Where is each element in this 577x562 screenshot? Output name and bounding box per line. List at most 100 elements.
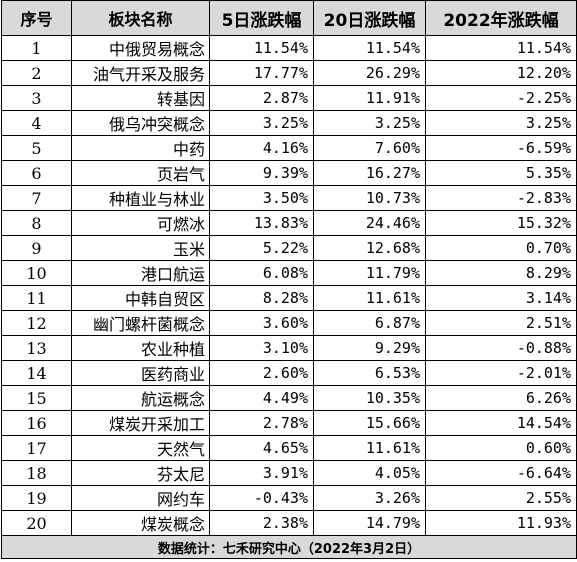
cell-index: 1 (1, 35, 72, 61)
cell-2022-change: 14.54% (425, 410, 577, 436)
cell-20day-change: 15.66% (313, 410, 426, 436)
cell-5day-change: 2.38% (209, 510, 314, 536)
cell-2022-change: 12.20% (425, 60, 577, 86)
cell-20day-change: 24.46% (313, 210, 426, 236)
cell-20day-change: 11.91% (313, 85, 426, 111)
cell-index: 11 (1, 285, 72, 311)
cell-index: 17 (1, 435, 72, 461)
cell-5day-change: 5.22% (209, 235, 314, 261)
cell-2022-change: 11.54% (425, 35, 577, 61)
cell-index: 9 (1, 235, 72, 261)
cell-20day-change: 10.73% (313, 185, 426, 211)
cell-index: 13 (1, 335, 72, 361)
table-row: 8 可燃冰 13.83% 24.46% 15.32% (1, 210, 577, 236)
table-row: 5 中药 4.16% 7.60% -6.59% (1, 135, 577, 161)
cell-20day-change: 11.61% (313, 435, 426, 461)
cell-20day-change: 9.29% (313, 335, 426, 361)
table-row: 20 煤炭概念 2.38% 14.79% 11.93% (1, 510, 577, 536)
cell-20day-change: 26.29% (313, 60, 426, 86)
cell-5day-change: 2.60% (209, 360, 314, 386)
cell-sector-name: 幽门螺杆菌概念 (71, 310, 210, 336)
cell-5day-change: 2.78% (209, 410, 314, 436)
cell-sector-name: 天然气 (71, 435, 210, 461)
cell-2022-change: 0.60% (425, 435, 577, 461)
table-row: 16 煤炭开采加工 2.78% 15.66% 14.54% (1, 410, 577, 436)
cell-20day-change: 3.26% (313, 485, 426, 511)
table-row: 11 中韩自贸区 8.28% 11.61% 3.14% (1, 285, 577, 311)
cell-2022-change: -6.64% (425, 460, 577, 486)
cell-index: 4 (1, 110, 72, 136)
cell-index: 7 (1, 185, 72, 211)
cell-5day-change: 6.08% (209, 260, 314, 286)
table-row: 10 港口航运 6.08% 11.79% 8.29% (1, 260, 577, 286)
table-row: 3 转基因 2.87% 11.91% -2.25% (1, 85, 577, 111)
cell-index: 5 (1, 135, 72, 161)
table-row: 13 农业种植 3.10% 9.29% -0.88% (1, 335, 577, 361)
cell-5day-change: 17.77% (209, 60, 314, 86)
cell-5day-change: 4.16% (209, 135, 314, 161)
cell-2022-change: -2.25% (425, 85, 577, 111)
cell-20day-change: 3.25% (313, 110, 426, 136)
cell-2022-change: 2.51% (425, 310, 577, 336)
data-source-note: 数据统计：七禾研究中心（2022年3月2日） (1, 535, 577, 559)
header-20day-change: 20日涨跌幅 (313, 0, 426, 36)
cell-index: 2 (1, 60, 72, 86)
cell-2022-change: 5.35% (425, 160, 577, 186)
header-5day-change: 5日涨跌幅 (209, 0, 314, 36)
table-body: 1 中俄贸易概念 11.54% 11.54% 11.54% 2 油气开采及服务 17.77% 2… (1, 35, 577, 536)
cell-2022-change: -2.01% (425, 360, 577, 386)
cell-sector-name: 转基因 (71, 85, 210, 111)
cell-sector-name: 航运概念 (71, 385, 210, 411)
table-row: 6 页岩气 9.39% 16.27% 5.35% (1, 160, 577, 186)
cell-5day-change: 13.83% (209, 210, 314, 236)
footer-row: 数据统计：七禾研究中心（2022年3月2日） (1, 535, 577, 559)
cell-5day-change: 11.54% (209, 35, 314, 61)
cell-sector-name: 网约车 (71, 485, 210, 511)
header-sector-name: 板块名称 (71, 0, 210, 36)
cell-5day-change: 3.91% (209, 460, 314, 486)
cell-2022-change: 3.14% (425, 285, 577, 311)
cell-sector-name: 种植业与林业 (71, 185, 210, 211)
cell-sector-name: 可燃冰 (71, 210, 210, 236)
cell-2022-change: 0.70% (425, 235, 577, 261)
cell-20day-change: 10.35% (313, 385, 426, 411)
cell-5day-change: 3.10% (209, 335, 314, 361)
cell-5day-change: 4.49% (209, 385, 314, 411)
cell-sector-name: 中俄贸易概念 (71, 35, 210, 61)
cell-2022-change: 11.93% (425, 510, 577, 536)
table-row: 18 芬太尼 3.91% 4.05% -6.64% (1, 460, 577, 486)
header-2022-change: 2022年涨跌幅 (425, 0, 577, 36)
cell-20day-change: 11.79% (313, 260, 426, 286)
cell-sector-name: 农业种植 (71, 335, 210, 361)
cell-5day-change: 4.65% (209, 435, 314, 461)
cell-5day-change: 3.25% (209, 110, 314, 136)
cell-sector-name: 中韩自贸区 (71, 285, 210, 311)
cell-index: 20 (1, 510, 72, 536)
table-row: 9 玉米 5.22% 12.68% 0.70% (1, 235, 577, 261)
cell-sector-name: 俄乌冲突概念 (71, 110, 210, 136)
cell-index: 12 (1, 310, 72, 336)
cell-20day-change: 6.87% (313, 310, 426, 336)
cell-index: 8 (1, 210, 72, 236)
table-row: 2 油气开采及服务 17.77% 26.29% 12.20% (1, 60, 577, 86)
cell-5day-change: 3.60% (209, 310, 314, 336)
table-row: 14 医药商业 2.60% 6.53% -2.01% (1, 360, 577, 386)
cell-index: 15 (1, 385, 72, 411)
cell-index: 16 (1, 410, 72, 436)
cell-20day-change: 14.79% (313, 510, 426, 536)
cell-index: 14 (1, 360, 72, 386)
cell-20day-change: 6.53% (313, 360, 426, 386)
cell-2022-change: -0.88% (425, 335, 577, 361)
cell-5day-change: 2.87% (209, 85, 314, 111)
cell-index: 18 (1, 460, 72, 486)
cell-20day-change: 12.68% (313, 235, 426, 261)
cell-index: 19 (1, 485, 72, 511)
table-row: 1 中俄贸易概念 11.54% 11.54% 11.54% (1, 35, 577, 61)
cell-5day-change: -0.43% (209, 485, 314, 511)
table-row: 19 网约车 -0.43% 3.26% 2.55% (1, 485, 577, 511)
cell-2022-change: 6.26% (425, 385, 577, 411)
cell-index: 10 (1, 260, 72, 286)
cell-2022-change: -2.83% (425, 185, 577, 211)
